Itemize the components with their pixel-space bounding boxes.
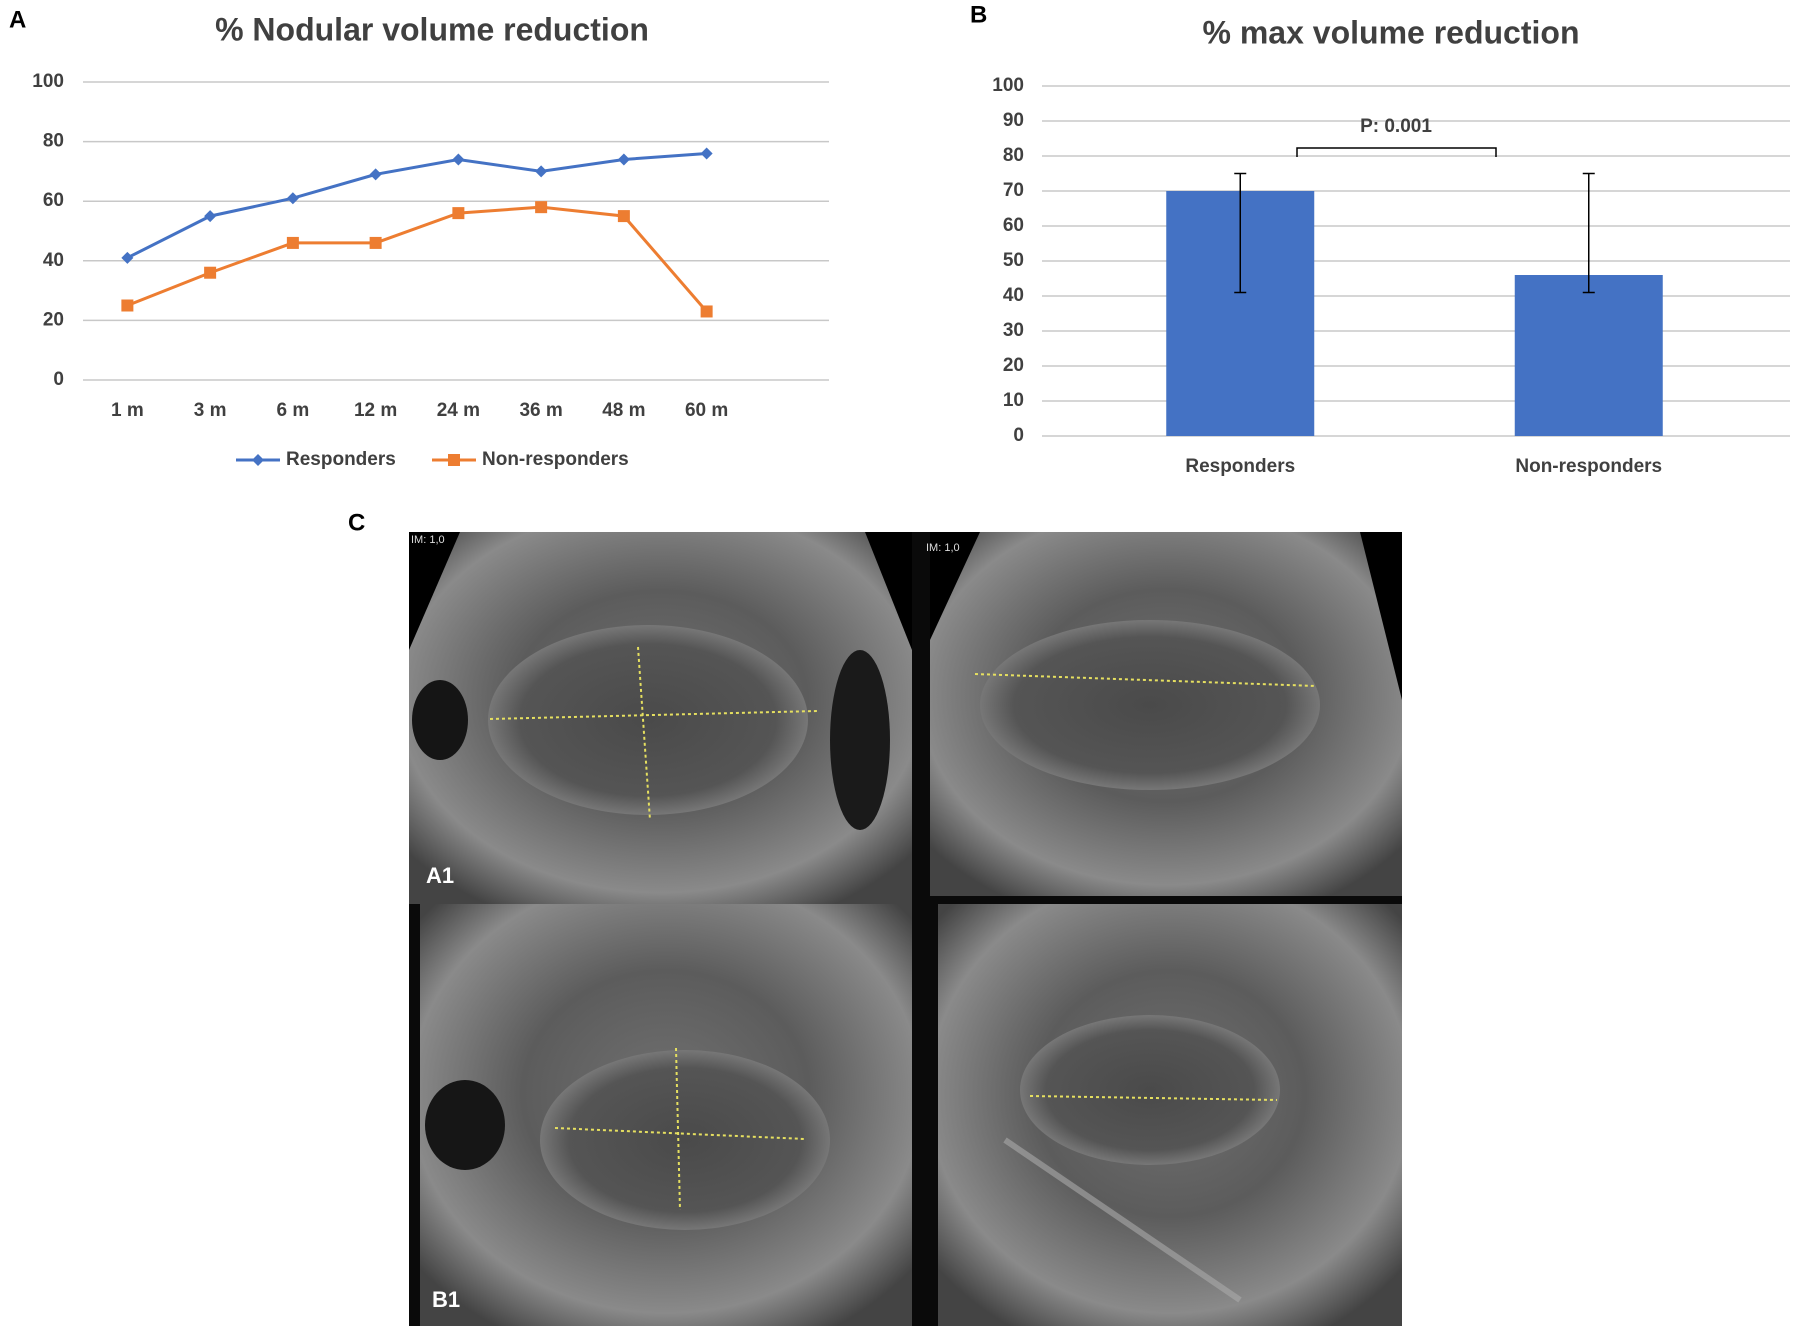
error-bar [1234,172,1247,294]
y-tick-label: 40 [1003,285,1024,306]
image-scale: IM: 1,0 [411,534,445,546]
data-line [126,205,708,313]
y-tick-label: 30 [1003,320,1024,341]
bar [1514,275,1663,436]
image-label: A1 [426,863,454,888]
significance-bracket [1296,147,1497,157]
x-tick-label: 6 m [277,400,310,421]
x-tick-label: 48 m [602,400,645,421]
panel-label: A [9,6,26,33]
panel-label: B [970,1,987,28]
marker [452,153,465,166]
chart-title: % Nodular volume reduction [215,11,649,47]
data-line [126,152,707,260]
marker [121,299,134,312]
legend-label: Responders [286,449,396,470]
y-tick-label: 20 [1003,355,1024,376]
marker [452,207,465,220]
marker [369,168,382,181]
y-tick-label: 60 [43,190,64,211]
panel-label: C [348,509,365,536]
x-tick-label: 24 m [437,400,480,421]
annotation: P: 0.001 [1360,116,1432,137]
chart-title: % max volume reduction [1203,14,1580,50]
marker [617,210,630,223]
x-tick-label: 12 m [354,400,397,421]
y-tick-label: 100 [992,75,1024,96]
image-scale: IM: 1,0 [926,542,960,554]
marker [286,236,299,249]
image-label: B1 [432,1287,460,1312]
y-tick-label: 50 [1003,250,1024,271]
y-tick-label: 60 [1003,215,1024,236]
x-tick-label: Non-responders [1515,456,1662,477]
legend-label: Non-responders [482,449,629,470]
x-tick-label: 60 m [685,400,728,421]
x-tick-label: Responders [1185,456,1295,477]
marker [700,305,713,318]
y-tick-label: 100 [32,71,64,92]
y-tick-label: 20 [43,309,64,330]
marker [204,210,217,223]
y-tick-label: 40 [43,250,64,271]
y-tick-label: 0 [1013,425,1024,446]
marker [617,153,630,166]
marker [700,147,713,160]
ultrasound-panel: A1 B1 IM: 1,0 IM: 1,0 [409,532,1402,1326]
x-tick-label: 36 m [519,400,562,421]
marker [204,266,217,279]
x-tick-label: 1 m [111,400,144,421]
error-bar [1582,172,1595,294]
y-tick-label: 10 [1003,390,1024,411]
marker [535,165,548,178]
y-tick-label: 70 [1003,180,1024,201]
y-tick-label: 90 [1003,110,1024,131]
marker [535,201,548,214]
marker [286,192,299,205]
marker [448,454,460,466]
y-tick-label: 0 [53,369,64,390]
x-tick-label: 3 m [194,400,227,421]
marker [252,454,264,466]
marker [369,236,382,249]
marker [121,251,134,264]
y-tick-label: 80 [1003,145,1024,166]
y-tick-label: 80 [43,131,64,152]
